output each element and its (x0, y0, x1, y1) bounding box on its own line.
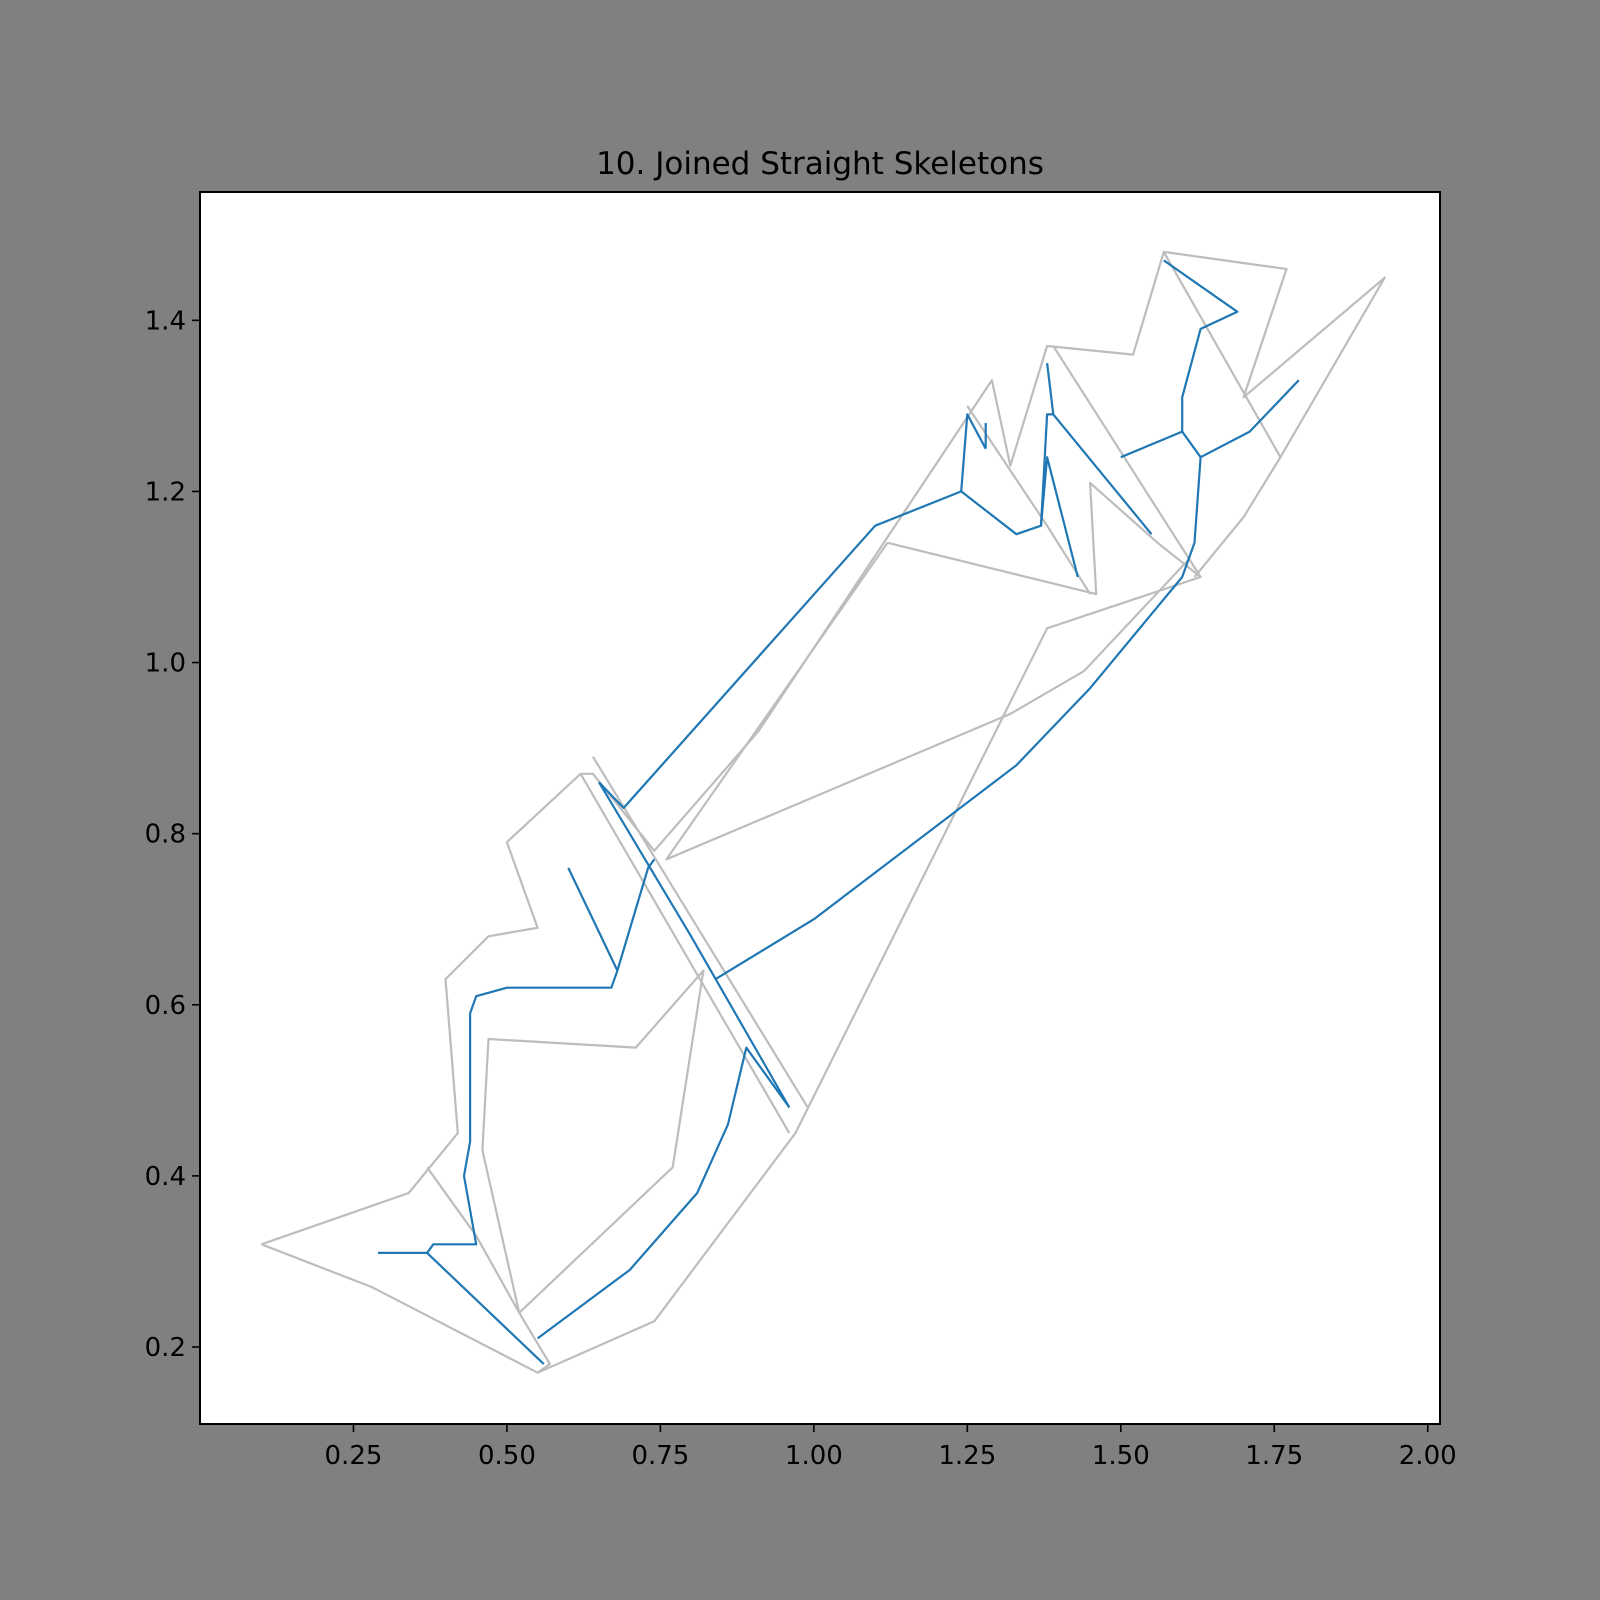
plot-frame (199, 191, 1441, 1425)
polygon-edge-1 (261, 250, 1386, 1246)
y-tick-label: 0.8 (145, 820, 186, 850)
polygon-edge-7 (1052, 345, 1202, 578)
polygon-edge-0 (261, 481, 1202, 1374)
polygon-edge-3 (481, 969, 705, 1314)
y-tick-label: 1.2 (145, 477, 186, 507)
skeleton-edge-4 (598, 413, 987, 810)
skeleton-edge-3 (598, 781, 791, 1108)
polygon-edge-4 (579, 773, 791, 1134)
x-tick-label: 1.75 (1245, 1441, 1303, 1471)
skeleton-edge-11 (1163, 259, 1239, 458)
chart-title: 10. Joined Straight Skeletons (596, 146, 1044, 182)
x-tick-label: 1.25 (938, 1441, 996, 1471)
skeleton-edge-9 (536, 1046, 791, 1340)
skeleton-edge-12 (1120, 430, 1183, 459)
skeleton-group (378, 259, 1300, 1365)
polygon-edge-5 (591, 756, 809, 1108)
x-tick-label: 2.00 (1399, 1441, 1457, 1471)
x-tick-label: 0.50 (478, 1441, 536, 1471)
x-tick-label: 1.50 (1092, 1441, 1150, 1471)
y-tick-label: 0.4 (145, 1162, 186, 1192)
skeleton-edge-1 (426, 858, 656, 1254)
x-axis: 0.25 0.50 0.75 1.00 1.25 1.50 1.75 2.00 (325, 1424, 1457, 1471)
plot-area (200, 192, 1440, 1424)
x-tick-label: 0.25 (325, 1441, 383, 1471)
y-tick-label: 1.0 (145, 649, 186, 679)
skeleton-edge-2 (567, 867, 619, 972)
skeleton-edge-7 (1039, 413, 1153, 535)
y-axis: 0.2 0.4 0.6 0.8 1.0 1.2 1.4 (145, 306, 200, 1363)
x-tick-label: 1.00 (785, 1441, 843, 1471)
y-tick-label: 0.2 (145, 1333, 186, 1363)
y-tick-label: 0.6 (145, 991, 186, 1021)
polygon-outline-group (261, 250, 1386, 1374)
polygon-edge-8 (1162, 251, 1282, 458)
skeleton-edge-10 (715, 379, 1300, 981)
skeleton-edge-8 (1046, 362, 1055, 415)
y-tick-label: 1.4 (145, 306, 186, 336)
x-tick-label: 0.75 (631, 1441, 689, 1471)
